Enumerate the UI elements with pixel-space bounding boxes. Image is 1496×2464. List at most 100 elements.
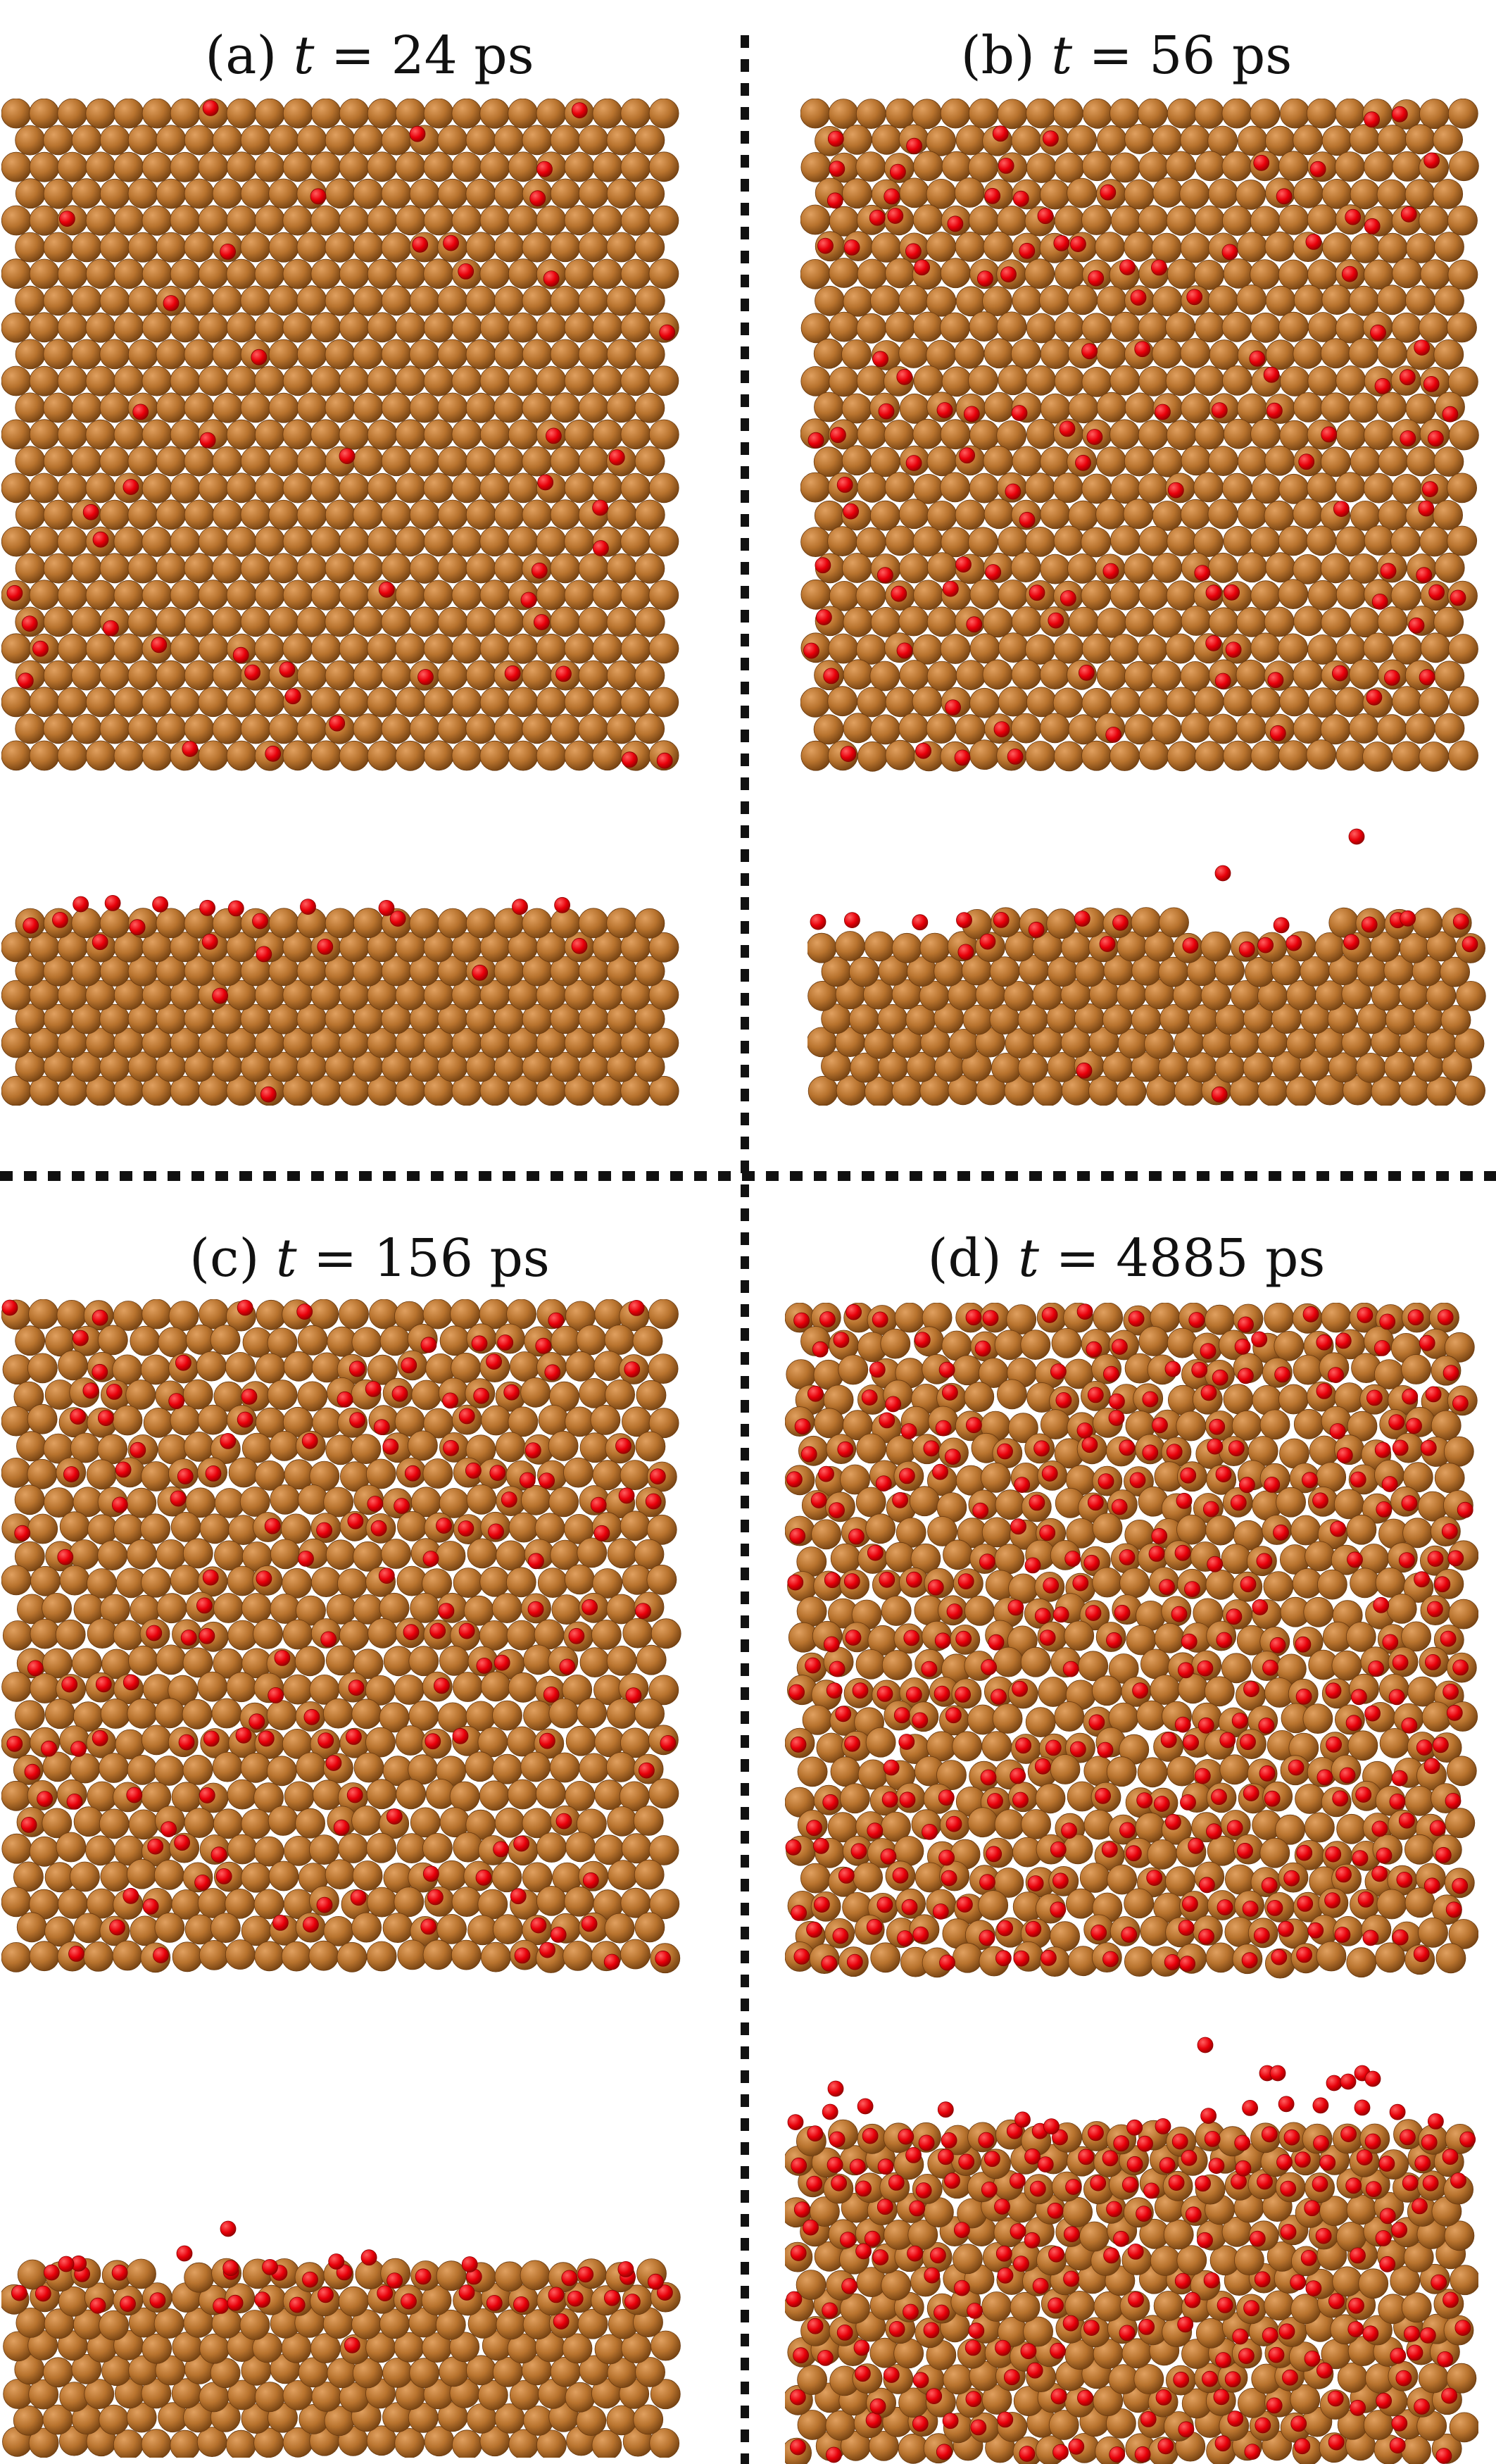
- copper-atom: [141, 2429, 172, 2458]
- oxygen-atom: [310, 188, 327, 205]
- copper-atom: [1124, 179, 1155, 210]
- oxygen-atom: [1328, 2434, 1345, 2451]
- copper-atom: [606, 285, 637, 316]
- oxygen-atom: [1078, 664, 1095, 681]
- oxygen-atom: [628, 1299, 645, 1316]
- copper-atom: [87, 1568, 117, 1599]
- oxygen-atom: [1042, 130, 1059, 147]
- copper-atom: [353, 446, 384, 477]
- copper-atom: [1455, 980, 1486, 1011]
- oxygen-atom: [227, 2294, 244, 2311]
- oxygen-atom: [1305, 233, 1322, 250]
- oxygen-atom: [222, 2260, 239, 2277]
- copper-atom: [648, 419, 679, 450]
- copper-atom: [843, 659, 874, 690]
- copper-atom: [241, 1862, 272, 1893]
- oxygen-atom: [794, 1418, 811, 1435]
- oxygen-atom: [73, 896, 89, 913]
- oxygen-atom: [896, 368, 913, 385]
- oxygen-atom: [817, 237, 834, 254]
- copper-atom: [606, 2405, 637, 2436]
- oxygen-atom: [394, 1498, 410, 1514]
- copper-atom: [451, 1887, 482, 1917]
- copper-atom: [310, 740, 341, 771]
- oxygen-atom: [907, 2245, 924, 2262]
- oxygen-atom: [452, 1727, 469, 1744]
- copper-atom: [1454, 1028, 1485, 1059]
- copper-atom: [1208, 552, 1238, 583]
- copper-atom: [1124, 1888, 1155, 1919]
- copper-atom: [396, 1779, 427, 1810]
- oxygen-atom: [535, 1337, 552, 1354]
- copper-atom: [352, 1860, 383, 1891]
- copper-atom: [1110, 741, 1140, 771]
- copper-atom: [1054, 365, 1085, 396]
- oxygen-atom: [1050, 2388, 1067, 2405]
- oxygen-atom: [1412, 2198, 1428, 2215]
- oxygen-atom: [789, 2389, 806, 2406]
- copper-atom: [1264, 500, 1295, 531]
- oxygen-atom: [1288, 1759, 1305, 1776]
- copper-atom: [968, 365, 998, 396]
- copper-atom: [968, 527, 998, 558]
- oxygen-atom: [905, 243, 922, 260]
- copper-atom: [381, 660, 412, 691]
- copper-atom: [168, 1675, 199, 1706]
- copper-atom: [99, 499, 130, 530]
- oxygen-atom: [1276, 2153, 1293, 2170]
- copper-atom: [57, 473, 88, 504]
- copper-atom: [1321, 178, 1352, 209]
- copper-atom: [1355, 1052, 1386, 1083]
- oxygen-atom: [934, 2304, 950, 2321]
- copper-atom: [1204, 1676, 1235, 1707]
- copper-atom: [84, 2379, 115, 2410]
- copper-atom: [1341, 979, 1372, 1010]
- copper-atom: [1124, 1946, 1155, 1977]
- oxygen-atom: [1252, 1599, 1269, 1615]
- copper-atom: [127, 178, 158, 209]
- oxygen-atom: [1261, 1877, 1278, 1894]
- copper-atom: [995, 1489, 1026, 1520]
- copper-atom: [1, 1942, 32, 1972]
- copper-atom: [126, 2258, 156, 2289]
- oxygen-atom: [1391, 106, 1408, 123]
- copper-atom: [494, 125, 524, 156]
- oxygen-atom: [1217, 2296, 1233, 2313]
- oxygen-atom: [92, 934, 108, 951]
- oxygen-atom: [884, 188, 900, 205]
- oxygen-atom: [329, 715, 346, 732]
- copper-atom: [634, 339, 665, 370]
- oxygen-atom: [1128, 1311, 1145, 1327]
- copper-atom: [810, 2196, 840, 2227]
- copper-atom: [926, 339, 957, 370]
- oxygen-atom: [1074, 911, 1090, 927]
- copper-atom: [156, 1539, 187, 1570]
- copper-atom: [521, 1484, 551, 1515]
- copper-atom: [800, 687, 831, 718]
- copper-atom: [857, 258, 888, 289]
- oxygen-atom: [1316, 2362, 1333, 2379]
- copper-atom: [296, 660, 327, 691]
- copper-atom: [1144, 1028, 1174, 1059]
- copper-atom: [1435, 1943, 1466, 1974]
- copper-atom: [1350, 179, 1381, 210]
- oxygen-atom: [1452, 913, 1469, 930]
- copper-atom: [926, 606, 957, 637]
- copper-atom: [295, 1808, 326, 1839]
- copper-atom: [296, 339, 327, 370]
- copper-atom: [381, 232, 412, 263]
- copper-atom: [591, 1619, 622, 1650]
- oxygen-atom: [805, 1657, 821, 1674]
- copper-atom: [494, 392, 524, 423]
- copper-atom: [141, 1567, 171, 1598]
- copper-atom: [1392, 151, 1423, 182]
- copper-atom: [226, 151, 257, 182]
- copper-atom: [184, 446, 215, 477]
- copper-atom: [565, 2382, 596, 2413]
- oxygen-atom: [1302, 1306, 1319, 1322]
- oxygen-atom: [177, 1468, 194, 1484]
- oxygen-atom: [618, 1487, 635, 1504]
- copper-atom: [1124, 714, 1155, 745]
- copper-atom: [1040, 713, 1070, 744]
- oxygen-atom: [1029, 584, 1045, 601]
